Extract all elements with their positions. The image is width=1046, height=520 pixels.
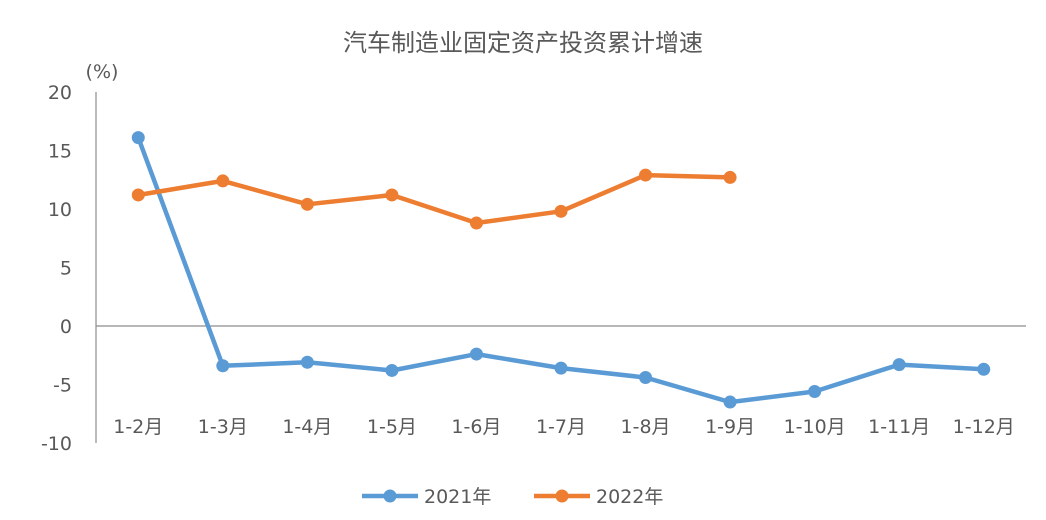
x-tick-label: 1-9月	[705, 416, 755, 438]
x-tick-label: 1-10月	[784, 416, 846, 438]
data-point	[131, 131, 145, 145]
x-tick-label: 1-3月	[198, 416, 248, 438]
series-1	[131, 131, 991, 409]
chart-title: 汽车制造业固定资产投资累计增速	[343, 29, 703, 57]
axes	[95, 92, 1026, 443]
data-point	[723, 395, 737, 409]
y-axis-unit: (%)	[86, 61, 119, 83]
x-tick-label: 1-12月	[953, 416, 1015, 438]
legend-item: 2022年	[534, 486, 663, 508]
x-tick-label: 1-4月	[282, 416, 332, 438]
data-point	[216, 174, 230, 188]
data-point	[977, 362, 991, 376]
legend-label: 2021年	[424, 486, 491, 508]
y-tick-label: 10	[48, 199, 72, 221]
x-tick-label: 1-8月	[621, 416, 671, 438]
series-lines	[131, 131, 991, 409]
data-point	[639, 370, 653, 384]
data-point	[131, 188, 145, 202]
y-tick-label: -10	[41, 433, 72, 455]
data-point	[469, 216, 483, 230]
x-tick-labels: 1-2月 1-3月 1-4月 1-5月 1-6月 1-7月 1-8月 1-9月 1-10月 1-1…	[113, 416, 1015, 438]
y-tick-label: 20	[48, 82, 72, 104]
x-tick-label: 1-11月	[868, 416, 930, 438]
data-point	[723, 170, 737, 184]
x-tick-label: 1-2月	[113, 416, 163, 438]
data-point	[554, 204, 568, 218]
x-tick-label: 1-6月	[451, 416, 501, 438]
data-point	[300, 197, 314, 211]
data-point	[892, 358, 906, 372]
data-point	[554, 361, 568, 375]
y-tick-label: 15	[48, 141, 72, 163]
data-point	[469, 347, 483, 361]
y-tick-labels: 20 15 10 5 0 -5 -10	[41, 82, 72, 455]
data-point	[216, 359, 230, 373]
data-point	[385, 363, 399, 377]
data-point	[639, 168, 653, 182]
y-tick-label: 0	[60, 316, 72, 338]
y-tick-label: -5	[53, 375, 72, 397]
y-tick-label: 5	[60, 258, 72, 280]
data-point	[385, 188, 399, 202]
legend-swatch-marker	[555, 489, 569, 503]
data-point	[808, 385, 822, 399]
legend-item: 2021年	[362, 486, 491, 508]
series-line	[136, 172, 733, 226]
x-tick-label: 1-5月	[367, 416, 417, 438]
data-point	[300, 355, 314, 369]
legend-swatch-marker	[383, 489, 397, 503]
x-tick-label: 1-7月	[536, 416, 586, 438]
legend: 2021年 2022年	[362, 486, 663, 508]
series-2	[131, 168, 737, 230]
legend-label: 2022年	[596, 486, 663, 508]
